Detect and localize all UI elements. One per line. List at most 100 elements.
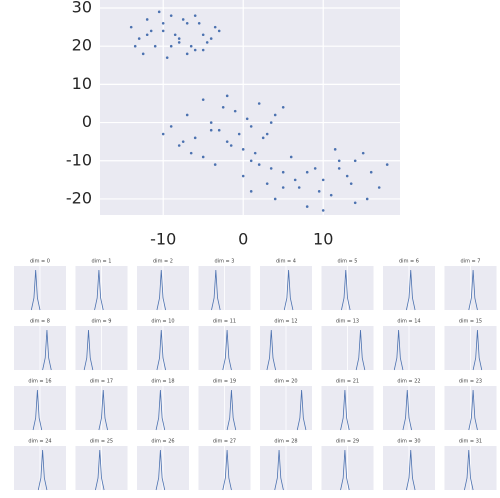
point xyxy=(181,140,185,143)
point xyxy=(385,163,389,166)
point xyxy=(213,25,217,29)
point xyxy=(293,178,297,182)
point xyxy=(205,41,209,44)
panel-title: dim = 19 xyxy=(213,379,236,385)
panel-title: dim = 25 xyxy=(90,439,113,445)
panel-title: dim = 29 xyxy=(336,439,359,445)
point xyxy=(333,148,337,151)
density-line xyxy=(155,389,166,431)
y-tick-label: 30 xyxy=(72,0,92,17)
point xyxy=(225,140,229,143)
point xyxy=(185,113,189,117)
panel-title: dim = 10 xyxy=(151,319,174,325)
point xyxy=(217,29,221,33)
panel-title: dim = 16 xyxy=(28,379,51,385)
density-line xyxy=(95,449,105,491)
point xyxy=(161,21,165,25)
density-line xyxy=(37,449,48,491)
density-line xyxy=(402,389,412,431)
point xyxy=(281,170,285,174)
point xyxy=(221,106,225,109)
panel-title: dim = 30 xyxy=(397,439,420,445)
point xyxy=(173,33,177,37)
x-tick-label: 0 xyxy=(238,230,248,249)
point xyxy=(281,106,285,109)
point xyxy=(193,14,197,17)
plot-area xyxy=(100,0,400,215)
density-line xyxy=(341,269,351,311)
density-line xyxy=(222,449,232,491)
panel-title: dim = 28 xyxy=(274,439,297,445)
point xyxy=(201,98,205,101)
point xyxy=(353,201,357,205)
panel-title: dim = 31 xyxy=(459,439,482,445)
panel-title: dim = 0 xyxy=(30,259,50,265)
y-tick-label: -10 xyxy=(66,150,92,169)
density-line xyxy=(83,329,94,371)
point xyxy=(209,128,213,132)
density-line xyxy=(156,269,166,311)
point xyxy=(297,186,301,189)
panel-title: dim = 1 xyxy=(92,259,112,265)
panel-title: dim = 4 xyxy=(276,259,296,265)
point xyxy=(177,37,181,40)
y-tick-label: 10 xyxy=(72,74,92,93)
point xyxy=(257,102,261,105)
point xyxy=(189,44,193,48)
point xyxy=(177,41,181,44)
point xyxy=(229,144,233,147)
point xyxy=(305,170,309,174)
point xyxy=(249,159,253,163)
point xyxy=(213,163,217,166)
point xyxy=(185,21,189,25)
density-line xyxy=(211,269,221,311)
panel-title: dim = 27 xyxy=(213,439,236,445)
point xyxy=(193,48,197,52)
point xyxy=(253,151,257,155)
point xyxy=(181,18,185,21)
point xyxy=(157,10,161,14)
point xyxy=(201,33,205,37)
point xyxy=(137,37,141,40)
density-line xyxy=(464,449,474,491)
density-line xyxy=(283,269,294,311)
panel-title: dim = 13 xyxy=(336,319,359,325)
x-tick-label: -10 xyxy=(150,230,176,249)
point xyxy=(257,163,261,166)
point xyxy=(321,209,325,212)
point xyxy=(261,136,265,140)
density-line xyxy=(406,449,416,491)
x-tick-label: 10 xyxy=(313,230,333,249)
point xyxy=(145,18,149,21)
panel-title: dim = 22 xyxy=(397,379,420,385)
panel-title: dim = 14 xyxy=(397,319,420,325)
panel-title: dim = 17 xyxy=(90,379,113,385)
point xyxy=(269,121,273,124)
point xyxy=(149,29,153,33)
point xyxy=(189,151,193,155)
density-line xyxy=(42,329,52,371)
point xyxy=(337,159,341,163)
panel-title: dim = 18 xyxy=(151,379,174,385)
point xyxy=(241,174,245,178)
density-line xyxy=(30,269,41,311)
point xyxy=(209,121,213,124)
point xyxy=(209,37,213,40)
point xyxy=(337,167,341,170)
point xyxy=(193,136,197,140)
y-tick-label: 0 xyxy=(82,112,92,131)
point xyxy=(133,44,137,48)
point xyxy=(225,94,229,98)
point xyxy=(201,155,205,159)
point xyxy=(273,113,277,117)
point xyxy=(361,151,365,155)
panel-title: dim = 12 xyxy=(274,319,297,325)
point xyxy=(245,117,249,121)
panel-title: dim = 24 xyxy=(28,439,51,445)
point xyxy=(249,125,253,128)
point xyxy=(153,44,157,48)
point xyxy=(269,167,273,170)
point xyxy=(353,159,357,163)
point xyxy=(265,132,269,136)
